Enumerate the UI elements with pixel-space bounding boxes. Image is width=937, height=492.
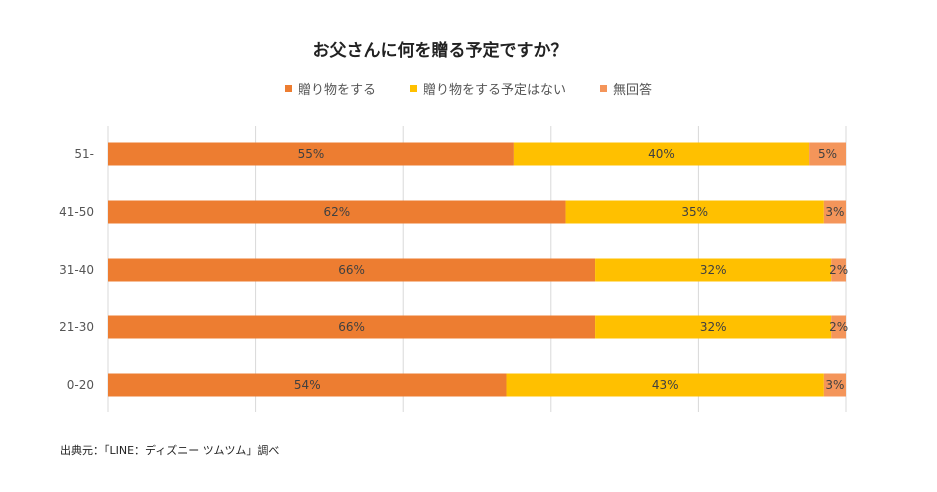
source-note: 出典元：「LINE：ディズニー ツムツム」調べ [60, 444, 280, 457]
chart-legend: 贈り物をする 贈り物をする予定はない 無回答 [0, 79, 937, 98]
data-label: 2% [829, 263, 848, 277]
legend-label-give-gift: 贈り物をする [297, 83, 376, 98]
legend-item-no-answer: 無回答 [600, 79, 652, 98]
bar-segment [831, 315, 846, 339]
bar-segment [595, 315, 832, 339]
legend-swatch-no-gift [409, 85, 417, 92]
data-label: 54% [294, 378, 321, 392]
data-label: 5% [818, 147, 837, 161]
category-label: 21-30 [59, 320, 94, 334]
chart-title: お父さんに何を贈る予定ですか？ [312, 41, 568, 61]
category-label: 51- [74, 147, 94, 161]
data-label: 43% [652, 378, 679, 392]
bar-segment [506, 373, 824, 397]
data-label: 32% [700, 320, 727, 334]
data-label: 3% [825, 378, 844, 392]
legend-item-no-gift: 贈り物をする予定はない [409, 79, 566, 98]
data-label: 62% [323, 205, 350, 219]
data-label: 32% [700, 263, 727, 277]
legend-label-no-gift: 贈り物をする予定はない [422, 83, 566, 98]
data-label: 35% [681, 205, 708, 219]
bar-segment [108, 373, 507, 397]
bar-segment [823, 200, 846, 224]
data-label: 66% [338, 263, 365, 277]
bar-segment [108, 200, 566, 224]
legend-label-no-answer: 無回答 [613, 83, 653, 98]
data-label: 3% [825, 205, 844, 219]
bar-segment [108, 142, 514, 166]
bar-segment [831, 258, 846, 282]
legend-swatch-give-gift [284, 85, 292, 92]
category-label: 31-40 [59, 263, 94, 277]
data-label: 40% [648, 147, 675, 161]
category-label: 0-20 [67, 378, 94, 392]
data-label: 55% [298, 147, 325, 161]
bar-segment [595, 258, 832, 282]
bar-segment [108, 258, 596, 282]
bar-segment [565, 200, 824, 224]
data-label: 2% [829, 320, 848, 334]
bar-segment [513, 142, 810, 166]
legend-swatch-no-answer [600, 85, 607, 92]
data-label: 66% [338, 320, 365, 334]
bar-segment [108, 315, 596, 339]
bar-segment [823, 373, 846, 397]
bar-segment [809, 142, 846, 166]
category-label: 41-50 [59, 205, 94, 219]
legend-item-give-gift: 贈り物をする [284, 79, 376, 98]
